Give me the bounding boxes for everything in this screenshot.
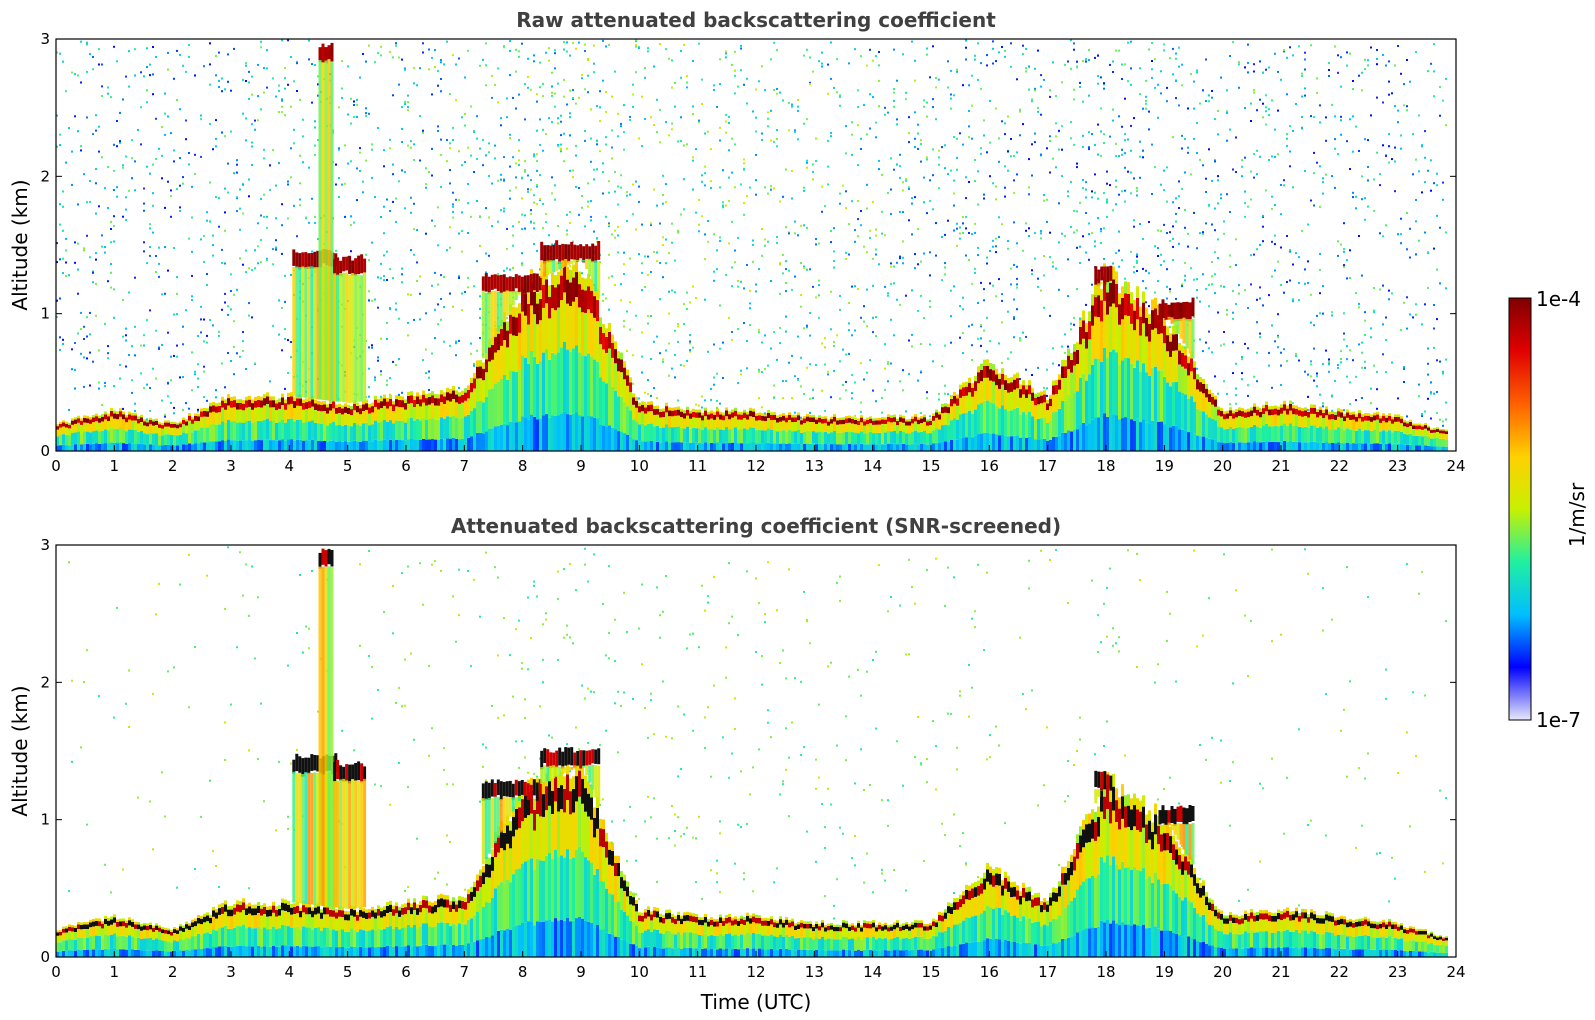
x-tick-label: 8 — [518, 457, 528, 475]
y-tick-label: 3 — [40, 30, 50, 48]
x-tick-label: 21 — [1271, 963, 1290, 981]
panel-screened-ylabel: Altitude (km) — [8, 685, 32, 816]
x-tick-label: 14 — [863, 457, 882, 475]
y-tick-label: 0 — [40, 442, 50, 460]
x-tick-label: 0 — [51, 963, 61, 981]
y-tick-label: 3 — [40, 536, 50, 554]
x-tick-label: 21 — [1271, 457, 1290, 475]
y-tick-label: 1 — [40, 305, 50, 323]
x-tick-label: 3 — [226, 963, 236, 981]
x-tick-label: 9 — [576, 457, 586, 475]
panel-screened-axes: 0 1 2 3 4 5 6 7 8 9 10 11 12 13 14 15 16 17 18 19 20 21 22 23 24… — [40, 536, 1465, 981]
colorbar-gradient — [1508, 297, 1532, 721]
colorbar-min-label: 1e-7 — [1536, 708, 1581, 732]
x-tick-label: 16 — [980, 457, 999, 475]
panel-screened-title: Attenuated backscattering coefficient (S… — [451, 514, 1061, 538]
x-tick-label: 20 — [1213, 457, 1232, 475]
y-tick-label: 2 — [40, 673, 50, 691]
x-tick-label: 13 — [805, 963, 824, 981]
x-tick-label: 15 — [921, 963, 940, 981]
x-tick-label: 16 — [980, 963, 999, 981]
x-tick-label: 10 — [630, 963, 649, 981]
x-tick-label: 2 — [168, 457, 178, 475]
y-tick-label: 1 — [40, 811, 50, 829]
panel-raw-ylabel: Altitude (km) — [8, 179, 32, 310]
x-tick-label: 22 — [1330, 457, 1349, 475]
x-tick-label: 19 — [1155, 963, 1174, 981]
colorbar: 1e-4 1e-7 1/m/sr — [1508, 287, 1589, 732]
x-tick-label: 23 — [1388, 963, 1407, 981]
panel-screened-heatmap — [56, 546, 1448, 957]
panel-raw-heatmap — [56, 39, 1448, 451]
x-tick-label: 17 — [1038, 457, 1057, 475]
x-tick-label: 20 — [1213, 963, 1232, 981]
x-tick-label: 13 — [805, 457, 824, 475]
x-tick-label: 18 — [1096, 457, 1115, 475]
x-tick-label: 7 — [460, 457, 470, 475]
x-tick-label: 5 — [343, 963, 353, 981]
colorbar-max-label: 1e-4 — [1536, 287, 1581, 311]
colorbar-unit-label: 1/m/sr — [1565, 482, 1589, 547]
x-tick-label: 19 — [1155, 457, 1174, 475]
x-tick-label: 2 — [168, 963, 178, 981]
panel-raw-axes: 0 1 2 3 4 5 6 7 8 9 10 11 12 13 14 15 16 17 18 19 20 21 22 23 24… — [40, 30, 1465, 475]
x-tick-label: 22 — [1330, 963, 1349, 981]
x-tick-label: 6 — [401, 963, 411, 981]
x-tick-label: 1 — [110, 457, 120, 475]
x-tick-label: 17 — [1038, 963, 1057, 981]
x-tick-label: 0 — [51, 457, 61, 475]
x-tick-label: 23 — [1388, 457, 1407, 475]
x-tick-label: 18 — [1096, 963, 1115, 981]
x-tick-label: 10 — [630, 457, 649, 475]
x-tick-label: 4 — [285, 457, 295, 475]
x-tick-label: 12 — [746, 457, 765, 475]
x-tick-label: 11 — [688, 963, 707, 981]
x-tick-label: 8 — [518, 963, 528, 981]
y-tick-label: 2 — [40, 167, 50, 185]
panel-raw-frame — [55, 38, 1457, 452]
x-tick-label: 11 — [688, 457, 707, 475]
x-tick-label: 14 — [863, 963, 882, 981]
x-tick-label: 12 — [746, 963, 765, 981]
x-tick-label: 1 — [110, 963, 120, 981]
y-tick-label: 0 — [40, 948, 50, 966]
x-tick-label: 24 — [1446, 457, 1465, 475]
panel-raw-title: Raw attenuated backscattering coefficien… — [516, 8, 996, 32]
x-tick-label: 7 — [460, 963, 470, 981]
panel-raw: Raw attenuated backscattering coefficien… — [8, 8, 1466, 475]
panel-screened-xlabel: Time (UTC) — [700, 990, 812, 1014]
x-tick-label: 5 — [343, 457, 353, 475]
x-tick-label: 15 — [921, 457, 940, 475]
x-tick-label: 3 — [226, 457, 236, 475]
x-tick-label: 6 — [401, 457, 411, 475]
x-tick-label: 4 — [285, 963, 295, 981]
x-tick-label: 24 — [1446, 963, 1465, 981]
x-tick-label: 9 — [576, 963, 586, 981]
panel-screened-frame — [55, 544, 1457, 958]
panel-screened: Attenuated backscattering coefficient (S… — [8, 514, 1466, 1014]
